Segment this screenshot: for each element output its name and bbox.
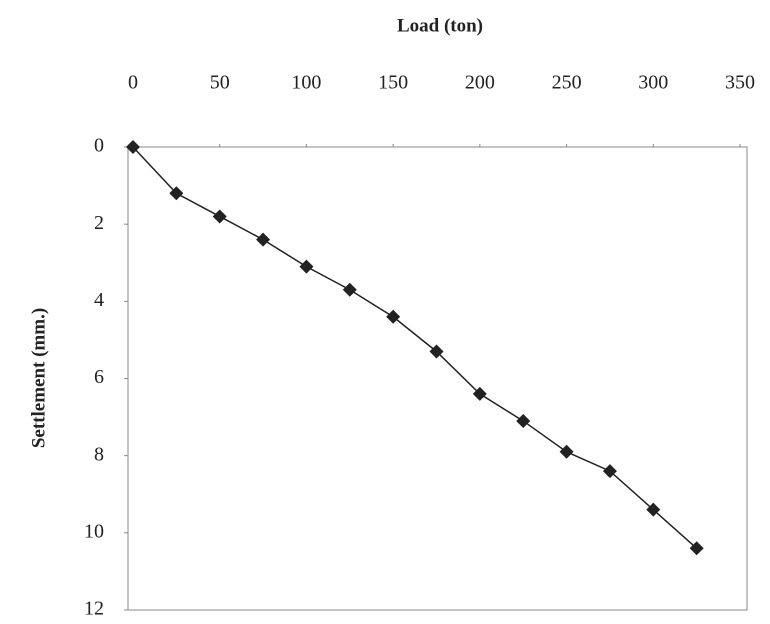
x-tick-label: 150: [378, 72, 408, 94]
y-tick-label: 8: [94, 443, 104, 465]
x-tick-label: 350: [725, 72, 755, 94]
y-tick-label: 2: [94, 212, 104, 234]
data-point: [516, 413, 531, 428]
data-point: [342, 282, 357, 297]
x-tick-label: 250: [552, 72, 582, 94]
data-point: [126, 140, 140, 154]
x-tick-label: 50: [210, 72, 230, 94]
data-point: [256, 232, 271, 247]
data-point: [472, 386, 487, 401]
data-point: [386, 309, 401, 324]
y-tick-label: 10: [84, 520, 104, 542]
x-tick-label: 300: [638, 72, 668, 94]
y-tick-label: 6: [94, 366, 104, 388]
data-point: [559, 444, 574, 459]
x-tick-label: 100: [291, 72, 321, 94]
y-tick-label: 12: [84, 598, 104, 620]
data-point: [689, 541, 704, 556]
y-tick-label: 4: [94, 289, 104, 311]
x-tick-label: 200: [465, 72, 495, 94]
data-point: [169, 186, 184, 201]
x-axis-title: Load (ton): [397, 15, 483, 36]
y-axis-title: Settlement (mm.): [28, 308, 49, 448]
data-point: [429, 344, 444, 359]
data-point: [602, 464, 617, 479]
data-point: [646, 502, 661, 517]
data-point: [299, 259, 314, 274]
y-tick-label: 0: [94, 135, 104, 157]
series-line: [132, 146, 698, 549]
x-tick-label: 0: [128, 72, 138, 94]
data-point: [212, 209, 227, 224]
